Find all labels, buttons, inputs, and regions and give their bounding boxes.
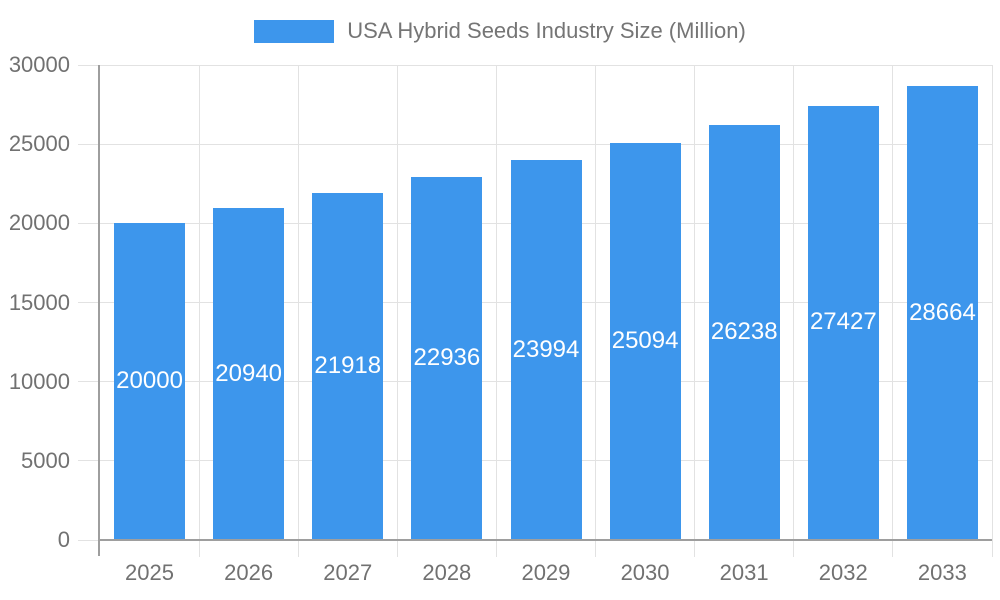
bar-value-label: 22936 bbox=[413, 343, 481, 371]
bar[interactable]: 20000 bbox=[114, 223, 186, 539]
bar[interactable]: 22936 bbox=[411, 176, 483, 539]
x-axis-label: 2032 bbox=[818, 560, 868, 585]
y-axis-tick bbox=[78, 302, 100, 303]
bar-value-label: 27427 bbox=[809, 308, 877, 336]
bar[interactable]: 28664 bbox=[906, 86, 978, 539]
x-axis-label: 2030 bbox=[620, 560, 670, 585]
x-axis-label: 2031 bbox=[719, 560, 769, 585]
bar-value-label: 26238 bbox=[710, 317, 778, 345]
bar-value-label: 28664 bbox=[909, 298, 976, 326]
vertical-gridline bbox=[694, 65, 696, 557]
y-axis-label: 5000 bbox=[21, 447, 70, 473]
bar[interactable]: 26238 bbox=[708, 124, 780, 539]
vertical-gridline bbox=[297, 65, 299, 557]
y-axis-label: 20000 bbox=[8, 210, 70, 236]
y-axis-tick bbox=[78, 64, 100, 66]
bar-value-label: 20000 bbox=[116, 367, 183, 395]
vertical-gridline bbox=[793, 65, 795, 557]
vertical-gridline bbox=[595, 65, 597, 557]
vertical-gridline bbox=[495, 65, 497, 557]
y-axis-tick bbox=[78, 222, 100, 224]
x-axis-line bbox=[100, 539, 992, 541]
y-axis-label: 15000 bbox=[8, 289, 70, 315]
y-axis-tick bbox=[78, 381, 100, 383]
bar-value-label: 25094 bbox=[611, 326, 679, 354]
x-axis-label: 2025 bbox=[125, 560, 174, 585]
y-axis-tick bbox=[78, 539, 100, 541]
x-axis-label: 2028 bbox=[422, 560, 472, 585]
x-axis-label: 2027 bbox=[323, 560, 373, 585]
bar[interactable]: 20940 bbox=[213, 208, 285, 539]
bar[interactable]: 27427 bbox=[807, 105, 879, 539]
y-axis-tick bbox=[78, 460, 100, 462]
bar[interactable]: 25094 bbox=[609, 142, 681, 539]
y-axis-label: 0 bbox=[57, 527, 70, 552]
vertical-gridline bbox=[991, 65, 993, 557]
horizontal-gridline bbox=[100, 64, 992, 66]
bar-value-label: 23994 bbox=[512, 335, 580, 363]
y-axis-line bbox=[98, 65, 100, 556]
vertical-gridline bbox=[198, 65, 200, 557]
y-axis-label: 10000 bbox=[8, 368, 70, 394]
bar[interactable]: 23994 bbox=[510, 160, 582, 539]
x-axis-label: 2026 bbox=[224, 560, 274, 585]
legend-label: USA Hybrid Seeds Industry Size (Million) bbox=[347, 18, 746, 43]
y-axis-tick bbox=[78, 143, 100, 145]
x-axis-label: 2033 bbox=[917, 560, 967, 585]
plot-area: 0 5000 10000 15000 20000 25000 30000 20000 2025 2… bbox=[9, 52, 993, 585]
x-axis-label: 2029 bbox=[521, 560, 571, 585]
bar-value-label: 20940 bbox=[215, 359, 283, 387]
bar[interactable]: 21918 bbox=[312, 192, 384, 539]
vertical-gridline bbox=[396, 65, 398, 557]
y-axis-label: 30000 bbox=[8, 52, 70, 77]
legend-swatch-icon bbox=[254, 19, 335, 43]
legend[interactable]: USA Hybrid Seeds Industry Size (Million) bbox=[0, 18, 1000, 44]
vertical-gridline bbox=[892, 65, 894, 557]
bar-value-label: 21918 bbox=[314, 351, 382, 379]
y-axis-label: 25000 bbox=[8, 131, 70, 157]
horizontal-gridline bbox=[100, 143, 992, 145]
